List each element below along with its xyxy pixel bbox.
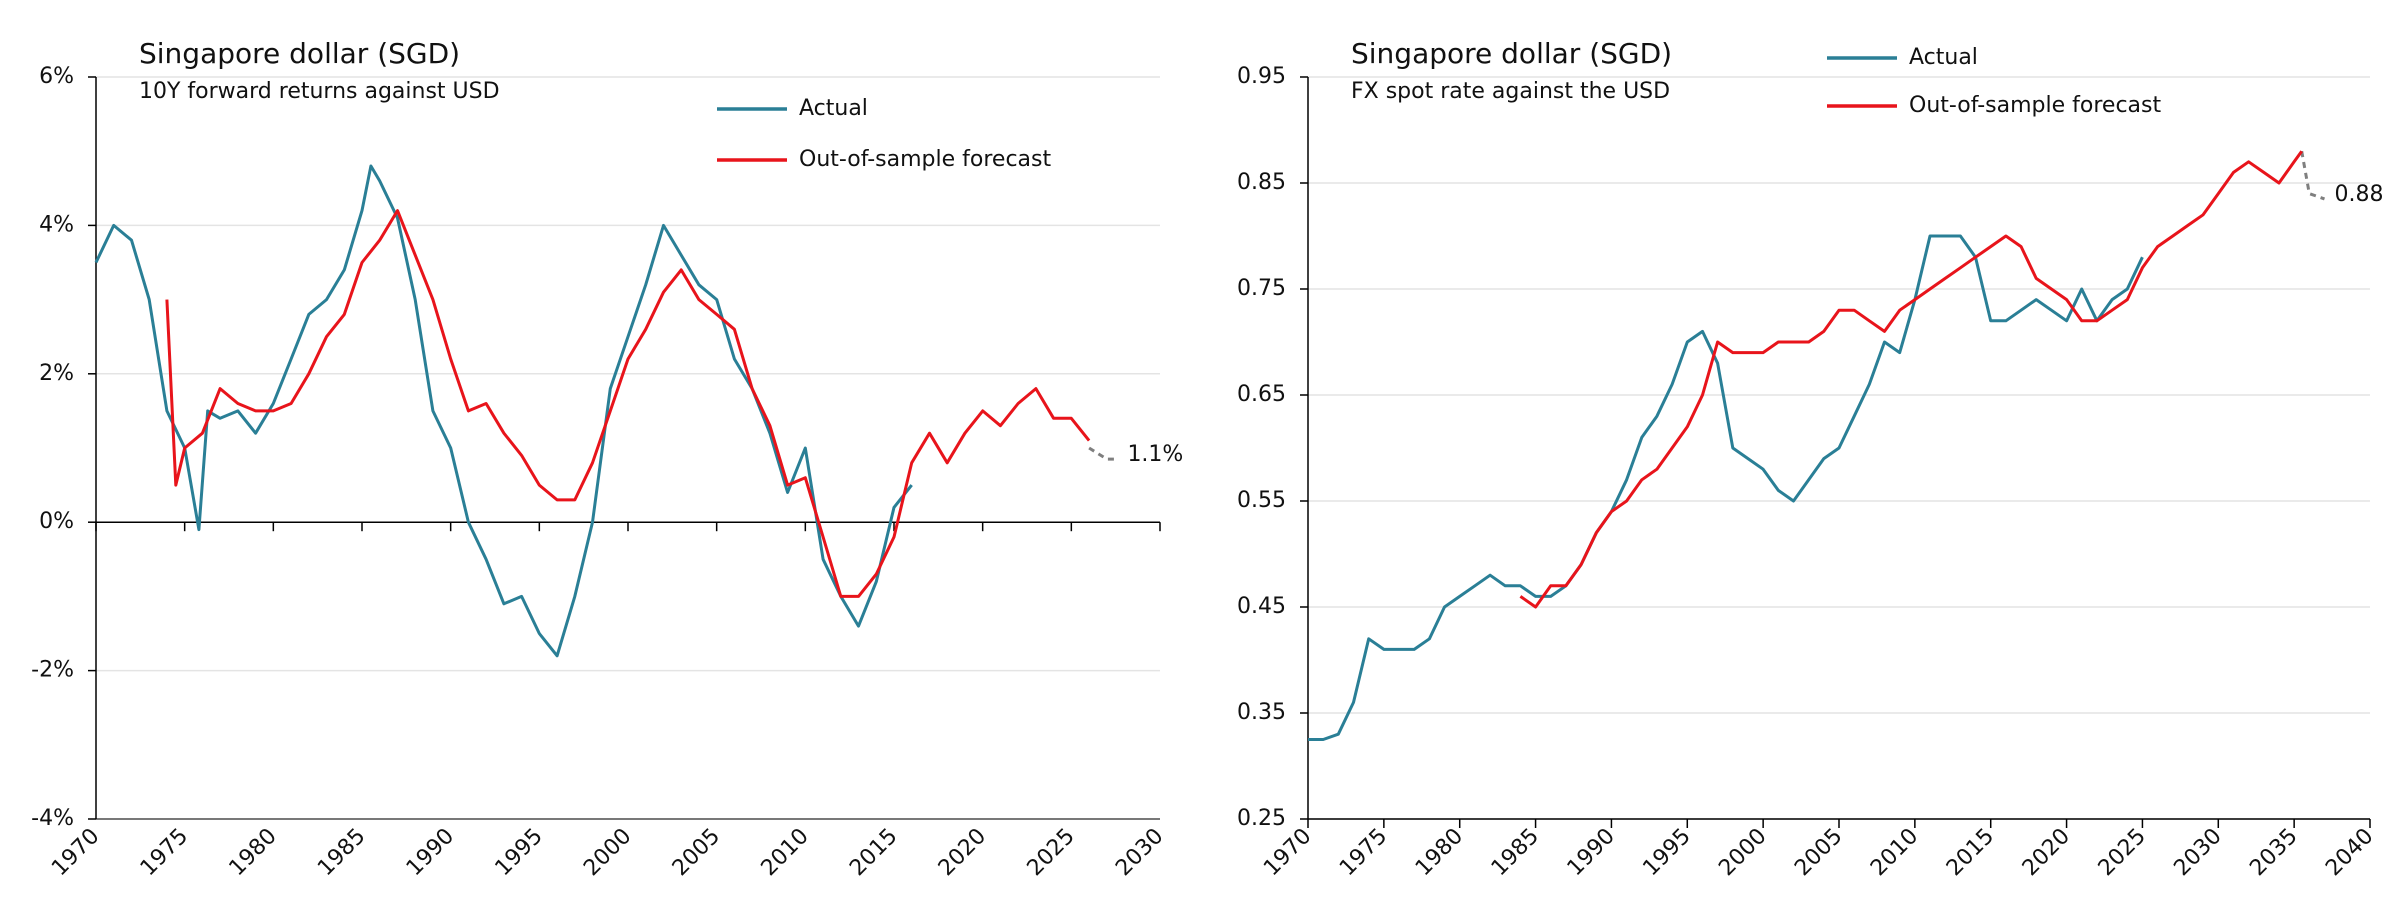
x-tick-label: 1980	[225, 824, 282, 881]
chart-title: Singapore dollar (SGD)	[139, 37, 460, 70]
chart-subtitle: 10Y forward returns against USD	[139, 79, 500, 104]
x-tick-label: 1995	[1638, 824, 1695, 881]
y-tick-label: 0.95	[1237, 64, 1286, 89]
x-tick-label: 2020	[2018, 824, 2075, 881]
y-tick-label: 4%	[39, 212, 74, 237]
x-tick-label: 2010	[757, 824, 814, 881]
chart-subtitle: FX spot rate against the USD	[1351, 79, 1670, 104]
y-tick-label: 0.85	[1237, 170, 1286, 195]
legend-label: Actual	[799, 96, 868, 121]
y-tick-label: 0.65	[1237, 382, 1286, 407]
x-tick-label: 2025	[2094, 824, 2151, 881]
x-tick-label: 1970	[1259, 824, 1316, 881]
series-line	[1308, 234, 2144, 741]
y-tick-label: 0.35	[1237, 700, 1286, 725]
x-tick-label: 2005	[1790, 824, 1847, 881]
x-tick-label: 1985	[313, 824, 370, 881]
projection-line	[2300, 150, 2325, 201]
x-tick-label: 1990	[1563, 824, 1620, 881]
x-tick-label: 2010	[1866, 824, 1923, 881]
x-tick-label: 1985	[1487, 824, 1544, 881]
x-tick-label: 1970	[47, 824, 104, 881]
x-tick-label: 2035	[2245, 824, 2302, 881]
projection-line	[1088, 446, 1118, 461]
series-line	[165, 209, 1091, 598]
y-tick-label: 6%	[39, 64, 74, 89]
x-tick-label: 2030	[1111, 824, 1168, 881]
y-tick-label: 0.55	[1237, 488, 1286, 513]
end-label: 0.88	[2334, 182, 2383, 207]
legend-label: Actual	[1909, 45, 1978, 70]
x-tick-label: 1980	[1411, 824, 1468, 881]
x-tick-label: 2015	[1942, 824, 1999, 881]
chart-title: Singapore dollar (SGD)	[1351, 37, 1672, 70]
series-line	[94, 164, 913, 658]
x-tick-label: 2020	[934, 824, 991, 881]
x-tick-label: 2000	[1714, 824, 1771, 881]
x-tick-label: 2025	[1023, 824, 1080, 881]
y-tick-label: -2%	[31, 658, 74, 683]
y-tick-label: 0.45	[1237, 594, 1286, 619]
x-tick-label: 2015	[845, 824, 902, 881]
y-tick-label: 0.25	[1237, 806, 1286, 831]
end-label: 1.1%	[1127, 442, 1183, 467]
y-tick-label: 0.75	[1237, 276, 1286, 301]
x-tick-label: 2005	[668, 824, 725, 881]
legend-label: Out-of-sample forecast	[1909, 93, 2161, 118]
y-tick-label: 0%	[39, 509, 74, 534]
x-tick-label: 1995	[491, 824, 548, 881]
x-tick-label: 2000	[579, 824, 636, 881]
legend-label: Out-of-sample forecast	[799, 147, 1051, 172]
y-tick-label: 2%	[39, 361, 74, 386]
x-tick-label: 1990	[402, 824, 459, 881]
x-tick-label: 1975	[136, 824, 193, 881]
x-tick-label: 2040	[2321, 824, 2378, 881]
x-tick-label: 2030	[2169, 824, 2226, 881]
series-line	[1519, 150, 2303, 609]
y-tick-label: -4%	[31, 806, 74, 831]
x-tick-label: 1975	[1335, 824, 1392, 881]
